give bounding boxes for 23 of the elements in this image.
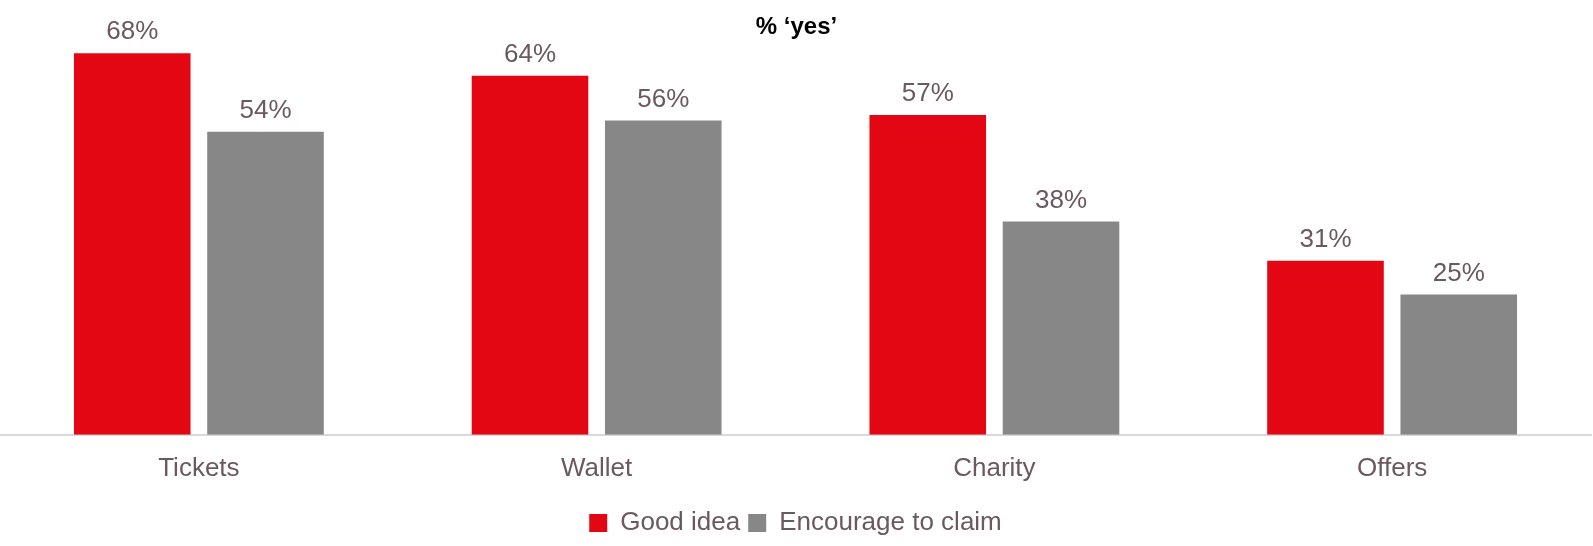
x-tick-label: Charity: [953, 451, 1036, 482]
data-label: 25%: [1432, 256, 1485, 287]
bar: [869, 114, 987, 435]
bar: [471, 75, 589, 435]
data-label: 57%: [901, 77, 954, 108]
bar: [1002, 221, 1120, 435]
x-tick-label: Tickets: [158, 451, 240, 482]
legend-label: Encourage to claim: [779, 506, 1002, 537]
bar: [1400, 294, 1518, 435]
chart-title: % ‘yes’: [755, 12, 838, 39]
legend-label: Good idea: [620, 506, 741, 537]
x-tick-label: Wallet: [560, 451, 634, 482]
data-label: 56%: [637, 82, 690, 113]
x-tick-label: Offers: [1356, 451, 1428, 482]
data-label: 68%: [106, 15, 159, 46]
bar: [73, 53, 191, 435]
data-label: 64%: [503, 37, 557, 68]
bar: [604, 120, 722, 435]
bar: [207, 131, 324, 435]
data-label: 38%: [1034, 183, 1088, 214]
bar: [1267, 260, 1384, 435]
data-label: 54%: [239, 93, 292, 124]
data-label: 31%: [1299, 223, 1352, 254]
